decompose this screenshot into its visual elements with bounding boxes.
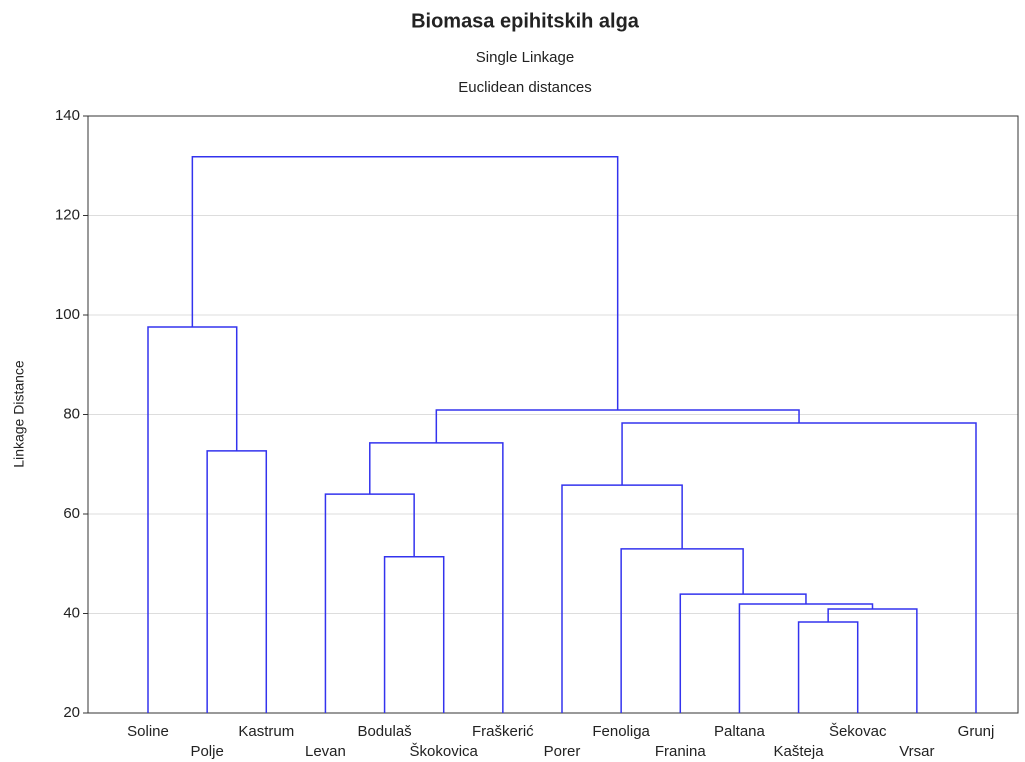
link bbox=[620, 548, 744, 713]
link bbox=[369, 442, 504, 713]
link bbox=[191, 156, 619, 411]
leaf-label: Škokovica bbox=[410, 743, 479, 760]
link bbox=[383, 556, 445, 713]
plot-frame bbox=[87, 115, 1019, 714]
leaf-label: Porer bbox=[544, 743, 581, 760]
leaf-label: Fenoliga bbox=[592, 723, 650, 740]
link bbox=[147, 326, 238, 713]
leaf-label: Franina bbox=[655, 743, 707, 760]
link bbox=[679, 593, 807, 713]
chart-subtitle: Single Linkage bbox=[476, 49, 574, 66]
leaf-label: Soline bbox=[127, 723, 169, 740]
y-tick-label: 120 bbox=[55, 206, 80, 223]
y-tick-label: 60 bbox=[63, 505, 80, 522]
leaf-label: Vrsar bbox=[899, 743, 934, 760]
y-axis-label: Linkage Distance bbox=[11, 360, 27, 468]
y-tick-label: 80 bbox=[63, 405, 80, 422]
leaf-label: Šekovac bbox=[829, 723, 887, 740]
y-tick-label: 140 bbox=[55, 107, 80, 124]
y-tick-label: 100 bbox=[55, 306, 80, 323]
link bbox=[561, 484, 683, 713]
leaf-label: Polje bbox=[190, 743, 223, 760]
leaf-label: Kastrum bbox=[238, 723, 294, 740]
link bbox=[797, 621, 859, 713]
leaf-label: Kašteja bbox=[774, 743, 825, 760]
leaf-label: Fraškerić bbox=[472, 723, 534, 740]
leaf-label: Paltana bbox=[714, 723, 766, 740]
link bbox=[738, 603, 874, 713]
leaf-label: Bodulaš bbox=[357, 723, 411, 740]
chart-title: Biomasa epihitskih alga bbox=[411, 10, 640, 32]
y-tick-label: 20 bbox=[63, 704, 80, 721]
chart-note: Euclidean distances bbox=[458, 79, 591, 96]
y-tick-label: 40 bbox=[63, 604, 80, 621]
link bbox=[827, 608, 918, 713]
link bbox=[206, 450, 268, 713]
leaf-label: Grunj bbox=[958, 723, 995, 740]
link bbox=[324, 493, 415, 713]
leaf-label: Levan bbox=[305, 743, 346, 760]
